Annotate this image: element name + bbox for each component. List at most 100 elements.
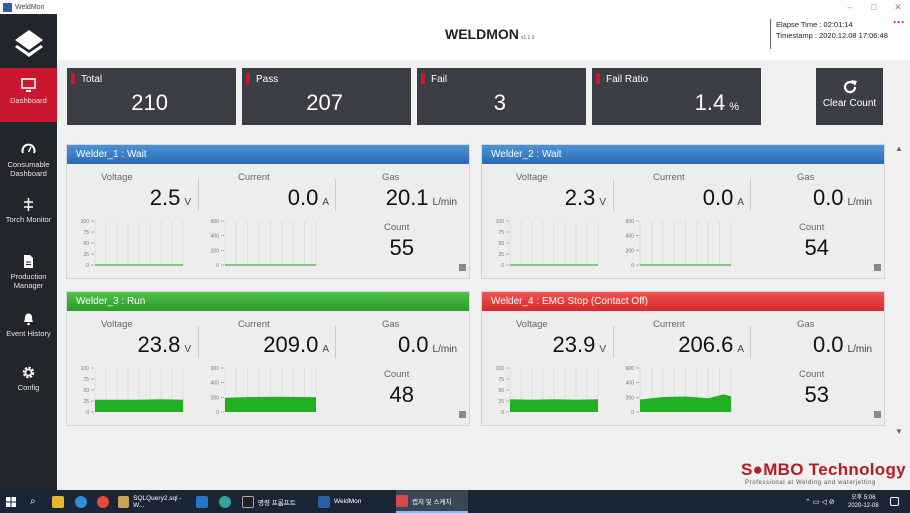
tick-label: 0	[501, 410, 504, 416]
gas-label: Gas	[797, 172, 815, 183]
sidebar-item-dashboard[interactable]: Dashboard	[0, 68, 57, 122]
tick-label: 600	[211, 366, 220, 372]
tick-label: 200	[626, 248, 635, 254]
welder-panel-4: Welder_4 : EMG Stop (Contact Off) Voltage…	[481, 291, 885, 426]
tick-label: 200	[626, 395, 635, 401]
stat-fail-ratio: Fail Ratio 1.4%	[592, 68, 761, 125]
tick-label: 600	[211, 219, 220, 225]
sidebar: Dashboard Consumable Dashboard Torch Mon…	[0, 14, 57, 490]
voltage-chart: 100 75 50 25 0	[81, 366, 184, 416]
current-value: 209.0 A	[263, 332, 329, 357]
minimize-button[interactable]: –	[847, 2, 853, 12]
stat-marker	[71, 73, 75, 84]
count-value: 55	[389, 235, 414, 260]
resize-grip-icon[interactable]	[874, 411, 881, 418]
stat-marker	[421, 73, 425, 84]
tick-label: 400	[626, 234, 635, 240]
resize-grip-icon[interactable]	[459, 264, 466, 271]
maximize-button[interactable]: □	[871, 2, 877, 12]
taskbar-item-weldmon[interactable]: WeldMon	[318, 490, 390, 513]
chrome-icon[interactable]	[97, 490, 113, 513]
scroll-up-icon[interactable]: ▲	[895, 144, 903, 153]
resize-grip-icon[interactable]	[874, 264, 881, 271]
tick-label: 75	[83, 377, 89, 383]
gas-value: 0.0 L/min	[397, 332, 457, 357]
divider	[198, 179, 199, 211]
count-label: Count	[799, 222, 825, 233]
tick-label: 75	[498, 377, 504, 383]
gas-label: Gas	[382, 172, 400, 183]
edge-icon[interactable]	[75, 490, 91, 513]
sidebar-item-label: Production Manager	[10, 272, 47, 290]
welder-status-bar: Welder_1 : Wait	[67, 145, 469, 164]
window-titlebar: WeldMon – □ ✕	[0, 0, 910, 14]
current-chart: 600 400 200 0	[626, 219, 732, 269]
tick-label: 400	[211, 381, 220, 387]
welder-panel-2: Welder_2 : Wait Voltage 2.3 V Current 0.0 A Gas…	[481, 144, 885, 279]
stat-label: Fail Ratio	[606, 74, 649, 85]
sidebar-item-event-history[interactable]: Event History	[0, 301, 57, 355]
clear-count-label: Clear Count	[822, 98, 877, 109]
menu-dots-icon[interactable]: ···	[893, 15, 905, 29]
app-header: WELDMON v1.1.0 Elapse Time : 02:01:14 Tim…	[57, 14, 910, 60]
taskbar-item-sqlquery[interactable]: SQLQuery2.sql - W...	[118, 490, 190, 513]
taskbar-item-cmd[interactable]: 명령 프롬프트	[242, 490, 314, 513]
close-button[interactable]: ✕	[894, 2, 902, 12]
sidebar-item-production-manager[interactable]: Production Manager	[0, 244, 57, 298]
tick-label: 75	[498, 230, 504, 236]
stat-pass: Pass 207	[242, 68, 411, 125]
stat-marker	[246, 73, 250, 84]
voltage-label: Voltage	[516, 172, 548, 183]
series-area	[225, 396, 316, 412]
notification-icon[interactable]	[890, 490, 903, 513]
taskbar-item-snip[interactable]: 캡처 및 스케치	[396, 490, 468, 513]
gas-value: 20.1 L/min	[385, 185, 457, 210]
start-button[interactable]	[6, 490, 16, 513]
sidebar-item-label: Consumable Dashboard	[7, 160, 50, 178]
gas-value: 0.0 L/min	[812, 185, 872, 210]
current-label: Current	[238, 319, 270, 330]
app-title: WELDMON v1.1.0	[445, 26, 535, 42]
tick-label: 100	[496, 366, 505, 372]
voltage-value: 23.9 V	[552, 332, 607, 357]
brand-tagline: Professional at Welding and waterjetting	[745, 480, 876, 486]
series-area	[510, 399, 598, 412]
tick-label: 25	[83, 252, 89, 258]
clock[interactable]: 오후 5:06 2020-12-08	[848, 490, 879, 513]
tick-label: 200	[211, 248, 220, 254]
tick-label: 400	[211, 234, 220, 240]
series-area	[95, 399, 183, 412]
welder-title: Welder_2 : Wait	[491, 149, 562, 160]
welder-title: Welder_1 : Wait	[76, 149, 147, 160]
voltage-label: Voltage	[101, 172, 133, 183]
sidebar-item-label: Torch Monitor	[5, 215, 52, 224]
stat-marker	[596, 73, 600, 84]
voltage-value: 2.5 V	[149, 185, 191, 210]
monitor-icon	[21, 78, 36, 92]
search-icon[interactable]: ⌕	[30, 496, 36, 507]
sidebar-item-consumable-dashboard[interactable]: Consumable Dashboard	[0, 132, 57, 186]
divider	[750, 326, 751, 358]
sidebar-item-torch-monitor[interactable]: Torch Monitor	[0, 187, 57, 241]
sidebar-item-label: Config	[17, 383, 40, 392]
stat-total: Total 210	[67, 68, 236, 125]
tick-label: 600	[626, 366, 635, 372]
scroll-down-icon[interactable]: ▼	[895, 427, 903, 436]
system-tray-icons[interactable]: ⌃ ▭ ◁ ⊘	[805, 498, 835, 506]
sidebar-item-config[interactable]: Config	[0, 355, 57, 409]
clear-count-button[interactable]: Clear Count	[816, 68, 883, 125]
count-label: Count	[384, 222, 410, 233]
taskbar: ⌕ SQLQuery2.sql - W... 명령 프롬프트 WeldMon 캡…	[0, 490, 910, 513]
tick-label: 0	[216, 263, 219, 269]
edge-dev-icon[interactable]	[219, 490, 235, 513]
vscode-icon[interactable]	[196, 490, 212, 513]
welder-status-bar: Welder_4 : EMG Stop (Contact Off)	[482, 292, 884, 311]
tick-label: 25	[498, 252, 504, 258]
file-explorer-icon[interactable]	[52, 490, 68, 513]
divider	[335, 326, 336, 358]
stat-label: Fail	[431, 74, 448, 85]
resize-grip-icon[interactable]	[459, 411, 466, 418]
gas-value: 0.0 L/min	[812, 332, 872, 357]
sidebar-item-label: Dashboard	[10, 96, 47, 105]
divider	[335, 179, 336, 211]
